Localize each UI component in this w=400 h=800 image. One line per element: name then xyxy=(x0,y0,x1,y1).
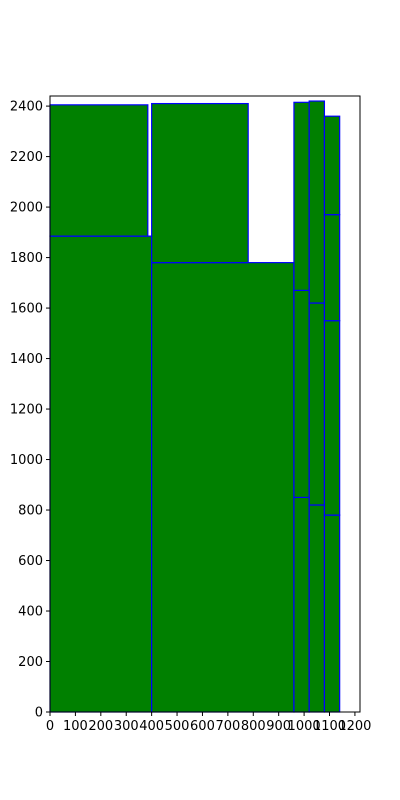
y-tick-label-12: 2400 xyxy=(10,100,43,115)
y-tick-label-2: 400 xyxy=(18,605,43,620)
rect-4 xyxy=(293,496,310,713)
y-tick-label-7: 1400 xyxy=(10,352,43,367)
rect-9 xyxy=(308,100,326,304)
y-tick-label-5: 1000 xyxy=(10,453,43,468)
rect-1 xyxy=(49,104,149,237)
rect-3 xyxy=(151,102,249,264)
x-tick-label-11: 1100 xyxy=(313,719,346,734)
x-tick-label-1: 100 xyxy=(63,719,88,734)
x-tick-label-0: 0 xyxy=(46,719,54,734)
rect-10 xyxy=(323,514,341,713)
rect-12 xyxy=(323,214,341,322)
y-tick-label-3: 600 xyxy=(18,554,43,569)
x-tick-label-3: 300 xyxy=(114,719,139,734)
rect-6 xyxy=(293,101,310,291)
y-tick-label-11: 2200 xyxy=(10,150,43,165)
y-tick-label-9: 1800 xyxy=(10,251,43,266)
y-tick-label-10: 2000 xyxy=(10,201,43,216)
x-tick-label-5: 500 xyxy=(165,719,190,734)
rect-0 xyxy=(49,235,153,713)
y-tick-label-6: 1200 xyxy=(10,403,43,418)
x-tick-label-9: 900 xyxy=(266,719,291,734)
rect-2 xyxy=(151,262,295,713)
x-tick-label-10: 1000 xyxy=(288,719,321,734)
x-tick-label-7: 700 xyxy=(215,719,240,734)
x-tick-label-8: 800 xyxy=(241,719,266,734)
rect-13 xyxy=(323,115,341,216)
x-tick-label-6: 600 xyxy=(190,719,215,734)
y-tick-label-1: 200 xyxy=(18,655,43,670)
plot-frame xyxy=(49,95,361,713)
x-tick-label-2: 200 xyxy=(88,719,113,734)
y-tick-label-0: 0 xyxy=(35,706,43,721)
rect-5 xyxy=(293,289,310,499)
x-tick-label-12: 1200 xyxy=(338,719,371,734)
rect-11 xyxy=(323,320,341,516)
rect-8 xyxy=(308,302,326,506)
axes: 0 100 200 300 400 500 600 700 800 900100011001200… xyxy=(10,95,371,734)
x-tick-label-4: 400 xyxy=(139,719,164,734)
rectangles-group xyxy=(49,100,341,713)
y-tick-label-8: 1600 xyxy=(10,302,43,317)
y-tick-label-4: 800 xyxy=(18,504,43,519)
rect-7 xyxy=(308,504,326,713)
